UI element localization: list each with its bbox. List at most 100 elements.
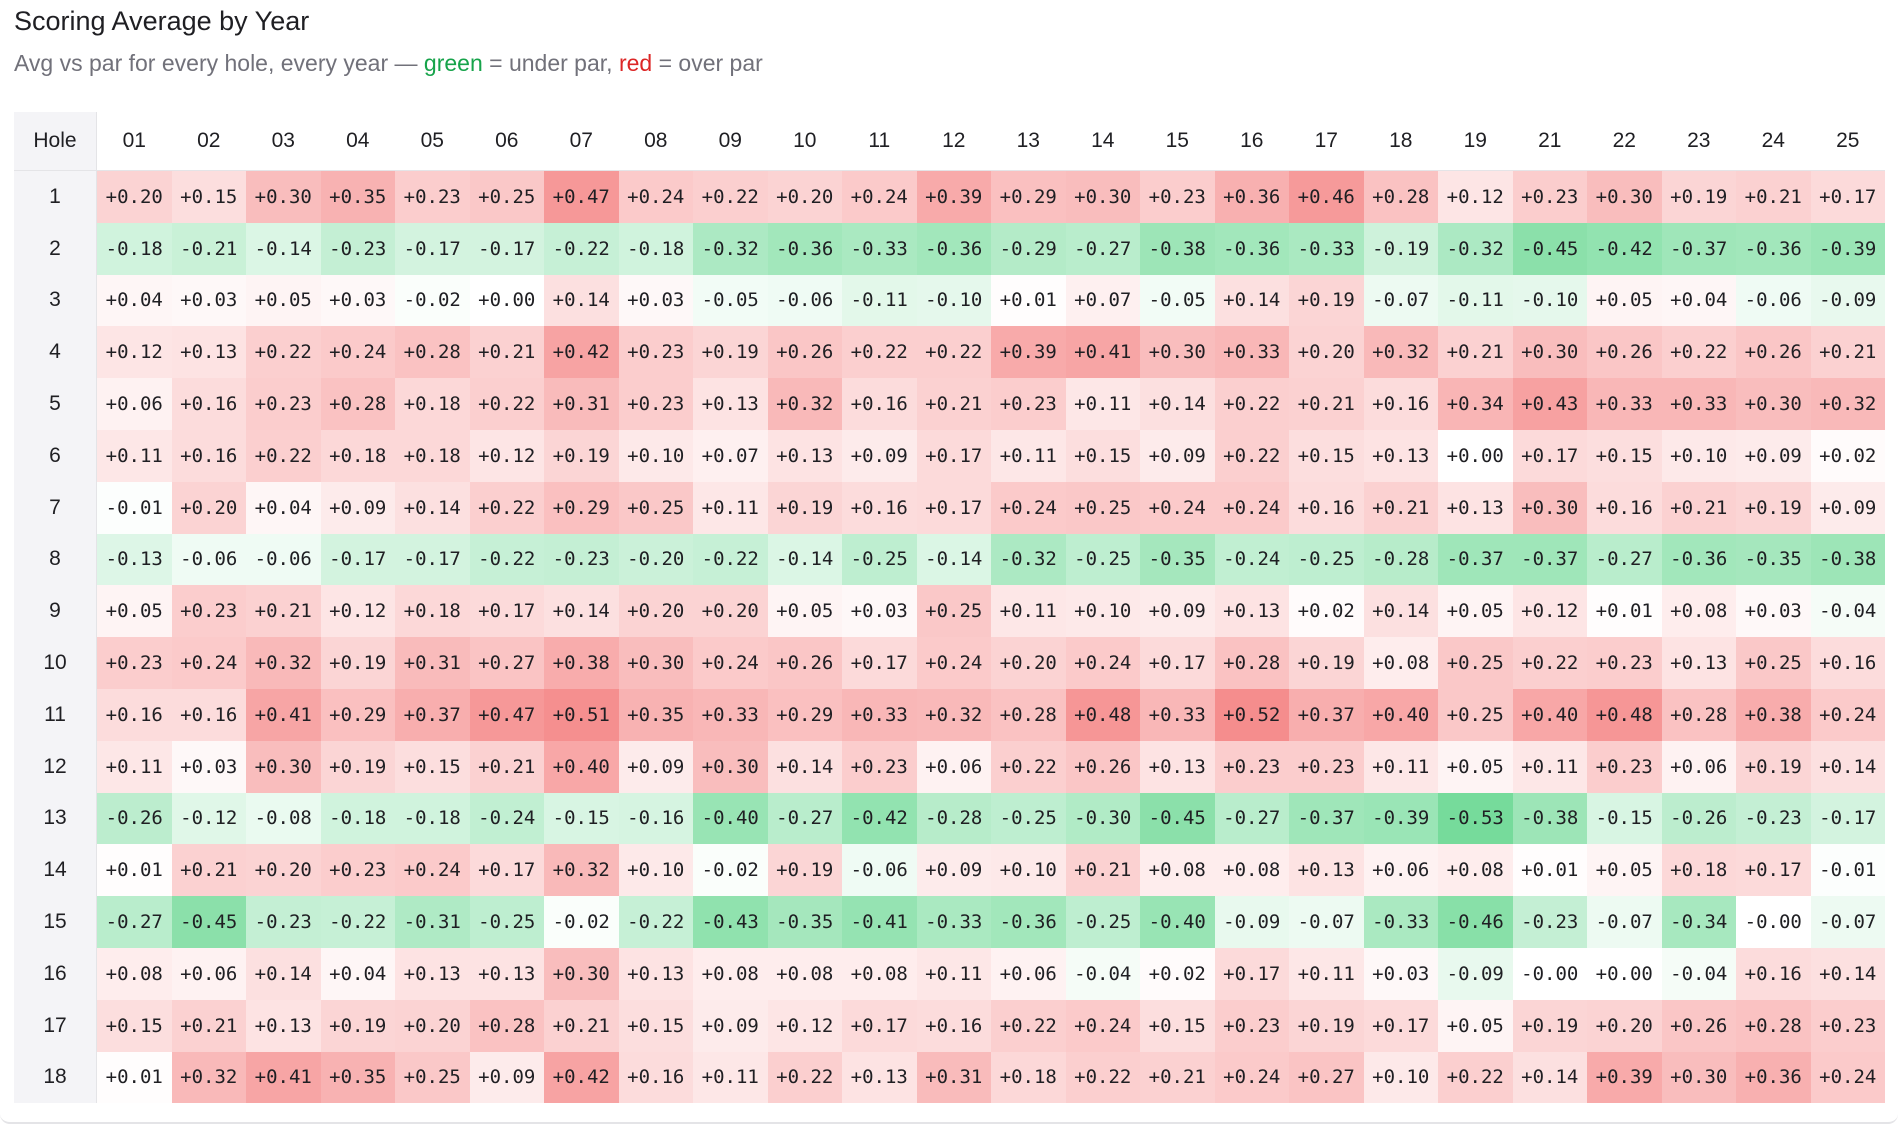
heatmap-cell: +0.21 — [1140, 1051, 1215, 1104]
heatmap-cell: +0.38 — [1736, 688, 1811, 741]
heatmap-cell: +0.43 — [1512, 378, 1587, 430]
heatmap-cell: +0.08 — [1438, 844, 1513, 897]
heatmap-cell: -0.22 — [320, 896, 395, 948]
heatmap-cell: +0.11 — [693, 481, 768, 534]
hole-row: 12 +0.11 +0.03 +0.30 +0.19 +0.15 +0.21 +0.40 +0.… — [14, 740, 1885, 793]
heatmap-cell: +0.32 — [916, 688, 991, 741]
heatmap-cell: +0.21 — [1736, 170, 1811, 223]
heatmap-cell: +0.40 — [544, 740, 619, 793]
heatmap-cell: +0.05 — [96, 585, 172, 638]
heatmap-cell: +0.06 — [991, 947, 1066, 1000]
heatmap-cell: -0.19 — [1363, 222, 1438, 275]
heatmap-cell: +0.23 — [618, 378, 693, 430]
heatmap-cell: +0.30 — [618, 637, 693, 689]
year-column-header: 18 — [1363, 112, 1438, 171]
heatmap-cell: +0.26 — [1587, 326, 1662, 379]
heatmap-cell: +0.12 — [767, 999, 842, 1052]
heatmap-cell: +0.22 — [246, 326, 321, 379]
heatmap-cell: +0.21 — [1065, 844, 1140, 897]
heatmap-cell: +0.30 — [246, 170, 321, 223]
heatmap-cell: +0.27 — [1289, 1051, 1364, 1104]
hole-row-label: 6 — [14, 429, 97, 482]
heatmap-cell: +0.23 — [320, 844, 395, 897]
heatmap-cell: +0.05 — [1587, 844, 1662, 897]
heatmap-cell: +0.03 — [171, 274, 246, 327]
heatmap-cell: -0.14 — [767, 533, 842, 586]
heatmap-cell: -0.18 — [320, 792, 395, 845]
heatmap-cell: +0.37 — [1289, 688, 1364, 741]
heatmap-cell: +0.25 — [469, 170, 544, 223]
heatmap-cell: +0.17 — [842, 637, 917, 689]
heatmap-cell: +0.19 — [693, 326, 768, 379]
heatmap-cell: -0.28 — [1363, 533, 1438, 586]
heatmap-cell: -0.30 — [1065, 792, 1140, 845]
heatmap-cell: +0.27 — [469, 637, 544, 689]
heatmap-cell: +0.23 — [1214, 740, 1289, 793]
heatmap-cell: -0.04 — [1810, 585, 1885, 638]
year-column-header: 03 — [246, 112, 321, 171]
heatmap-cell: +0.26 — [1736, 326, 1811, 379]
heatmap-cell: +0.31 — [395, 637, 470, 689]
heatmap-cell: +0.23 — [1512, 170, 1587, 223]
heatmap-cell: +0.16 — [618, 1051, 693, 1104]
year-column-header: 14 — [1065, 112, 1140, 171]
year-column-header: 08 — [618, 112, 693, 171]
heatmap-cell: +0.30 — [693, 740, 768, 793]
heatmap-cell: -0.10 — [916, 274, 991, 327]
heatmap-cell: -0.45 — [1512, 222, 1587, 275]
hole-row: 7 -0.01 +0.20 +0.04 +0.09 +0.14 +0.22 +0.29 +0.2… — [14, 481, 1885, 534]
year-column-header: 01 — [96, 112, 172, 171]
heatmap-cell: +0.13 — [469, 947, 544, 1000]
heatmap-cell: -0.31 — [395, 896, 470, 948]
heatmap-cell: -0.26 — [1661, 792, 1736, 845]
hole-row: 16 +0.08 +0.06 +0.14 +0.04 +0.13 +0.13 +0.30 +0.… — [14, 947, 1885, 1000]
heatmap-cell: +0.28 — [1363, 170, 1438, 223]
heatmap-cell: -0.22 — [544, 222, 619, 275]
heatmap-cell: +0.24 — [1140, 481, 1215, 534]
heatmap-cell: +0.11 — [1512, 740, 1587, 793]
heatmap-cell: +0.26 — [767, 326, 842, 379]
heatmap-cell: -0.25 — [1065, 533, 1140, 586]
heatmap-cell: +0.38 — [544, 637, 619, 689]
heatmap-cell: -0.05 — [1140, 274, 1215, 327]
heatmap-cell: -0.28 — [916, 792, 991, 845]
heatmap-cell: +0.03 — [618, 274, 693, 327]
heatmap-cell: +0.13 — [767, 429, 842, 482]
heatmap-cell: +0.06 — [1661, 740, 1736, 793]
heatmap-cell: +0.15 — [618, 999, 693, 1052]
heatmap-cell: +0.24 — [1065, 637, 1140, 689]
year-column-header: 24 — [1736, 112, 1811, 171]
year-column-header: 04 — [320, 112, 395, 171]
heatmap-cell: +0.19 — [767, 481, 842, 534]
heatmap-cell: +0.26 — [1661, 999, 1736, 1052]
heatmap-cell: +0.09 — [1140, 585, 1215, 638]
heatmap-cell: -0.39 — [1810, 222, 1885, 275]
heatmap-cell: +0.08 — [1140, 844, 1215, 897]
heatmap-cell: +0.05 — [246, 274, 321, 327]
heatmap-cell: -0.18 — [96, 222, 172, 275]
heatmap-cell: -0.26 — [96, 792, 172, 845]
heatmap-cell: +0.21 — [1363, 481, 1438, 534]
heatmap-cell: +0.16 — [171, 688, 246, 741]
heatmap-cell: +0.19 — [320, 740, 395, 793]
heatmap-cell: +0.48 — [1587, 688, 1662, 741]
heatmap-cell: -0.24 — [1214, 533, 1289, 586]
heatmap-cell: +0.15 — [1140, 999, 1215, 1052]
heatmap-cell: +0.09 — [618, 740, 693, 793]
heatmap-cell: +0.18 — [1661, 844, 1736, 897]
heatmap-cell: +0.19 — [1289, 274, 1364, 327]
heatmap-cell: -0.43 — [693, 896, 768, 948]
heatmap-cell: +0.05 — [1438, 740, 1513, 793]
hole-row-label: 1 — [14, 170, 97, 223]
year-column-header: 12 — [916, 112, 991, 171]
heatmap-cell: +0.28 — [395, 326, 470, 379]
heatmap-cell: +0.22 — [1214, 429, 1289, 482]
heatmap-cell: -0.23 — [246, 896, 321, 948]
subtitle-red-word: red — [618, 50, 653, 76]
heatmap-cell: +0.42 — [544, 326, 619, 379]
heatmap-cell: +0.20 — [1289, 326, 1364, 379]
heatmap-cell: +0.11 — [1065, 378, 1140, 430]
heatmap-cell: -0.07 — [1289, 896, 1364, 948]
year-column-header: 17 — [1289, 112, 1364, 171]
heatmap-cell: -0.02 — [693, 844, 768, 897]
